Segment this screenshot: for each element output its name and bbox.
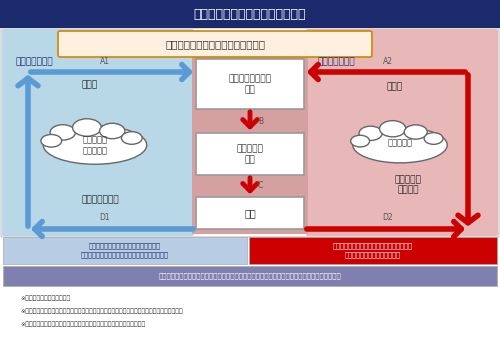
Bar — [249, 237, 497, 264]
Ellipse shape — [41, 134, 62, 147]
Ellipse shape — [100, 123, 125, 139]
Text: A1: A1 — [100, 57, 110, 66]
FancyArrowPatch shape — [458, 75, 478, 223]
Text: D2: D2 — [382, 213, 394, 222]
Text: D1: D1 — [100, 213, 110, 222]
Text: 事象を数理的に捉え、数学の問題を見いだし、問題を自立的、協働的に解決することができる。: 事象を数理的に捉え、数学の問題を見いだし、問題を自立的、協働的に解決することがで… — [158, 273, 342, 279]
FancyArrowPatch shape — [18, 78, 38, 226]
Text: 結果: 結果 — [244, 208, 256, 218]
Ellipse shape — [359, 126, 382, 140]
Ellipse shape — [72, 119, 102, 136]
Text: B: B — [258, 117, 263, 126]
Ellipse shape — [122, 132, 142, 144]
Ellipse shape — [350, 135, 370, 147]
Text: 数学化: 数学化 — [82, 80, 98, 89]
Bar — [196, 133, 304, 175]
Ellipse shape — [424, 133, 443, 144]
Text: ※これらの過程は、自立的に、時に協働的に行い、それぞれに主体的に取り組めるようにする。: ※これらの過程は、自立的に、時に協働的に行い、それぞれに主体的に取り組めるように… — [20, 308, 183, 314]
Ellipse shape — [50, 125, 76, 140]
Ellipse shape — [353, 127, 448, 163]
Bar — [3, 266, 497, 286]
FancyBboxPatch shape — [2, 29, 194, 236]
Text: 統合・発展
／体系化: 統合・発展 ／体系化 — [394, 175, 421, 195]
Text: 数学的に表現した
問題: 数学的に表現した 問題 — [228, 74, 272, 94]
Ellipse shape — [404, 125, 427, 139]
Text: C: C — [258, 182, 263, 190]
Bar — [3, 237, 247, 264]
Ellipse shape — [44, 126, 147, 164]
Bar — [192, 31, 308, 234]
Text: 日常生活や社会の事象を数理的に捉え、
数学的に処理し、問題を解決することができる。: 日常生活や社会の事象を数理的に捉え、 数学的に処理し、問題を解決することができる… — [81, 243, 169, 258]
Bar — [0, 0, 500, 28]
Text: ※それぞれの過程を振り返り、評価・改善することができるようにする。: ※それぞれの過程を振り返り、評価・改善することができるようにする。 — [20, 321, 145, 327]
FancyBboxPatch shape — [58, 31, 372, 57]
Ellipse shape — [380, 121, 406, 137]
Bar — [196, 59, 304, 109]
Text: 【現実の世界】: 【現実の世界】 — [15, 57, 52, 66]
Text: 数学化: 数学化 — [387, 82, 403, 91]
Text: 数学の事象: 数学の事象 — [388, 139, 412, 147]
FancyBboxPatch shape — [1, 28, 499, 237]
Text: 【数学の世界】: 【数学の世界】 — [318, 57, 356, 66]
Bar — [196, 197, 304, 229]
Text: ※各場面で、言語活動を充実: ※各場面で、言語活動を充実 — [20, 295, 70, 301]
FancyBboxPatch shape — [306, 29, 498, 236]
Text: 算数・数学の学習過程のイメージ: 算数・数学の学習過程のイメージ — [194, 7, 306, 21]
Text: 数学の事象について統合的・発展的に考え、
問題を解決することができる。: 数学の事象について統合的・発展的に考え、 問題を解決することができる。 — [333, 243, 413, 258]
Text: 日常生活や
社会の事象: 日常生活や 社会の事象 — [82, 135, 108, 155]
Text: A2: A2 — [383, 57, 393, 66]
Text: 活用・意味づけ: 活用・意味づけ — [81, 196, 119, 204]
Text: 焦点化した
問題: 焦点化した 問題 — [236, 144, 264, 164]
Text: 算数・数学の問題発見・解決の過程: 算数・数学の問題発見・解決の過程 — [165, 39, 265, 49]
